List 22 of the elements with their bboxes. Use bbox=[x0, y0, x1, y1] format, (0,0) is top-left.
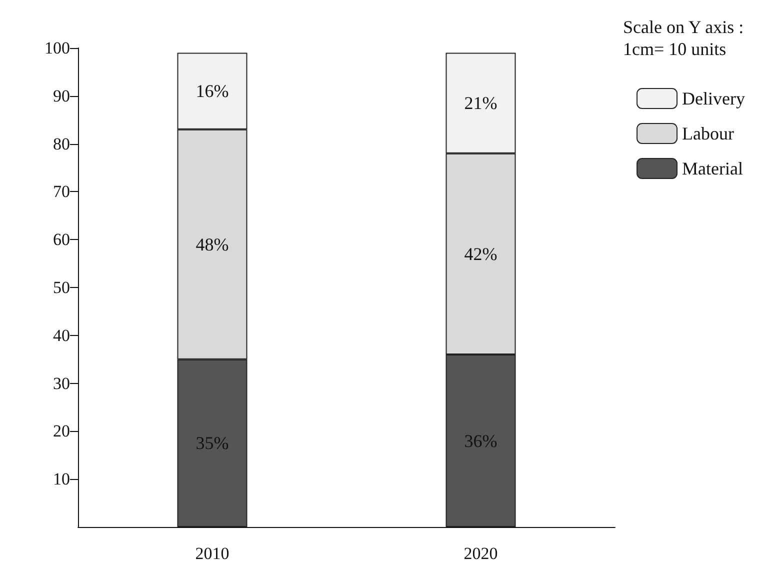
legend-label: Delivery bbox=[682, 88, 746, 108]
y-tick-label: 70 bbox=[53, 182, 70, 202]
data-label: 36% bbox=[464, 430, 498, 451]
y-tick-label: 100 bbox=[44, 38, 70, 58]
y-tick-label: 20 bbox=[53, 422, 70, 441]
x-tick-label: 2010 bbox=[195, 544, 230, 563]
y-tick-label: 40 bbox=[53, 326, 70, 345]
y-tick-label: 80 bbox=[53, 134, 70, 154]
legend-label: Material bbox=[682, 158, 744, 178]
y-tick-label: 50 bbox=[53, 278, 70, 297]
data-label: 16% bbox=[196, 81, 229, 102]
text: Scale on Y axis : 1cm= 10 units bbox=[623, 17, 744, 59]
y-tick-label: 60 bbox=[53, 230, 70, 250]
data-label: 35% bbox=[196, 433, 229, 454]
data-label: 42% bbox=[464, 244, 498, 264]
data-label: 21% bbox=[464, 93, 498, 114]
y-tick-label: 30 bbox=[53, 374, 70, 393]
y-tick-label: 90 bbox=[53, 86, 70, 106]
legend-label: Labour bbox=[682, 124, 734, 144]
data-label: 48% bbox=[196, 234, 229, 254]
x-tick-label: 2020 bbox=[464, 544, 498, 563]
y-tick-label: 10 bbox=[53, 470, 70, 489]
